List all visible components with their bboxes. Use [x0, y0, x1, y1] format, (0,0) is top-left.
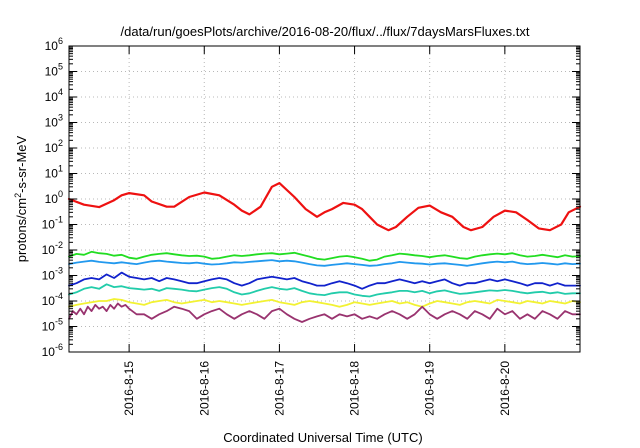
y-tick-base: 10 [45, 192, 59, 206]
y-axis-label-sup: 2 [13, 193, 23, 198]
y-tick-base: 10 [45, 90, 59, 104]
y-axis-label: protons/cm2-s-sr-MeV [13, 135, 29, 262]
x-tick-label: 2016-8-18 [348, 361, 362, 416]
y-tick-label: 101 [45, 164, 63, 181]
y-axis-label-base: protons/cm [14, 198, 29, 262]
x-tick-label: 2016-8-16 [197, 361, 211, 416]
y-tick-exponent: -1 [55, 215, 63, 225]
x-tick-label: 2016-8-17 [272, 361, 286, 416]
chart-title: /data/run/goesPlots/archive/2016-08-20/f… [121, 24, 530, 39]
series-lines [67, 182, 582, 323]
series-line-3 [68, 259, 581, 267]
series-line-2 [68, 250, 581, 262]
y-tick-exponent: 2 [58, 138, 63, 148]
y-tick-exponent: 3 [58, 113, 63, 123]
x-tick-label: 2016-8-20 [498, 361, 512, 416]
y-tick-label: 102 [45, 138, 63, 155]
y-tick-base: 10 [45, 116, 59, 130]
y-tick-label: 10-1 [42, 215, 63, 232]
series-line-7 [68, 302, 581, 323]
y-tick-base: 10 [42, 269, 56, 283]
y-tick-exponent: 4 [58, 87, 63, 97]
y-tick-base: 10 [45, 39, 59, 53]
series-line-4 [68, 271, 581, 290]
y-tick-exponent: -4 [55, 291, 63, 301]
y-axis-label-rest: -s-sr-MeV [14, 135, 29, 192]
y-tick-base: 10 [42, 320, 56, 334]
y-tick-label: 10-5 [42, 317, 63, 334]
y-tick-exponent: -5 [55, 317, 63, 327]
y-tick-exponent: 6 [58, 36, 63, 46]
x-tick-label: 2016-8-19 [423, 361, 437, 416]
y-tick-label: 103 [45, 113, 63, 130]
y-tick-base: 10 [45, 65, 59, 79]
series-line-1 [67, 182, 582, 232]
y-tick-base: 10 [42, 294, 56, 308]
series-line-5 [68, 283, 581, 298]
y-tick-label: 10-2 [42, 240, 63, 257]
series-line-6 [68, 298, 581, 308]
y-tick-exponent: 5 [58, 62, 63, 72]
grid [69, 46, 580, 352]
y-tick-exponent: 1 [58, 164, 63, 174]
y-tick-label: 10-6 [42, 342, 63, 359]
x-tick-labels: 2016-8-15 2016-8-16 2016-8-17 2016-8-18 2016… [122, 361, 512, 416]
y-tick-exponent: -3 [55, 266, 63, 276]
y-tick-labels: 10-610-510-410-310-210-11001011021031041… [42, 36, 63, 359]
axis-ticks [69, 45, 580, 353]
y-tick-base: 10 [42, 345, 56, 359]
y-tick-label: 100 [45, 189, 63, 206]
y-tick-base: 10 [45, 141, 59, 155]
y-tick-base: 10 [42, 218, 56, 232]
y-tick-label: 10-3 [42, 266, 63, 283]
y-tick-exponent: -6 [55, 342, 63, 352]
x-axis-label: Coordinated Universal Time (UTC) [223, 430, 422, 445]
x-tick-label: 2016-8-15 [122, 361, 136, 416]
y-tick-label: 10-4 [42, 291, 63, 308]
y-tick-label: 104 [45, 87, 63, 104]
y-tick-base: 10 [45, 167, 59, 181]
y-tick-exponent: -2 [55, 240, 63, 250]
y-tick-label: 106 [45, 36, 63, 53]
y-tick-exponent: 0 [58, 189, 63, 199]
y-tick-label: 105 [45, 62, 63, 79]
y-tick-base: 10 [42, 243, 56, 257]
